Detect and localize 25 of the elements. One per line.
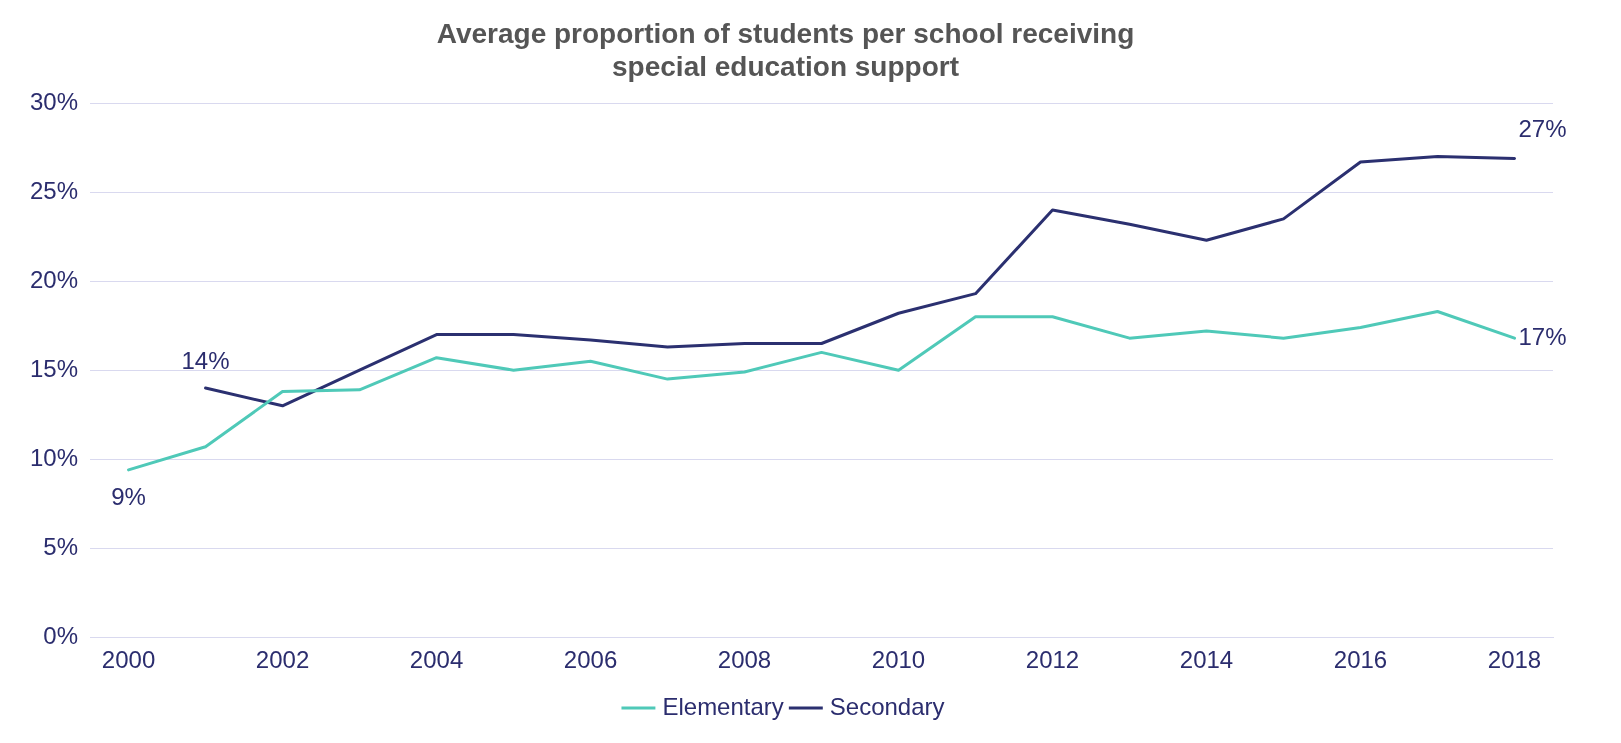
x-tick-label: 2018 — [1487, 646, 1542, 674]
y-tick-label: 30% — [29, 87, 79, 115]
x-tick-label: 2002 — [255, 646, 310, 674]
x-tick-label: 2006 — [563, 646, 618, 674]
y-tick-label: 5% — [43, 532, 79, 560]
data-label: 9% — [111, 482, 146, 510]
data-label: 27% — [1518, 115, 1567, 143]
x-tick-label: 2016 — [1333, 646, 1388, 674]
y-tick-label: 20% — [29, 265, 79, 293]
text: special education support — [612, 51, 959, 83]
x-tick-label: 2010 — [871, 646, 926, 674]
y-tick-label: 15% — [29, 354, 79, 382]
x-tick-label: 2008 — [717, 646, 772, 674]
x-tick-label: 2014 — [1179, 646, 1234, 674]
data-label: 17% — [1518, 322, 1567, 350]
legend-label: Elementary — [662, 692, 784, 720]
x-tick-label: 2004 — [409, 646, 464, 674]
y-tick-label: 10% — [29, 443, 79, 471]
y-tick-label: 0% — [43, 621, 79, 649]
y-tick-label: 25% — [29, 176, 79, 204]
text: Average proportion of students per school receiving — [436, 17, 1135, 49]
x-tick-label: 2000 — [101, 646, 156, 674]
data-label: 14% — [181, 346, 230, 374]
x-tick-label: 2012 — [1025, 646, 1080, 674]
legend-label: Secondary — [829, 692, 945, 720]
